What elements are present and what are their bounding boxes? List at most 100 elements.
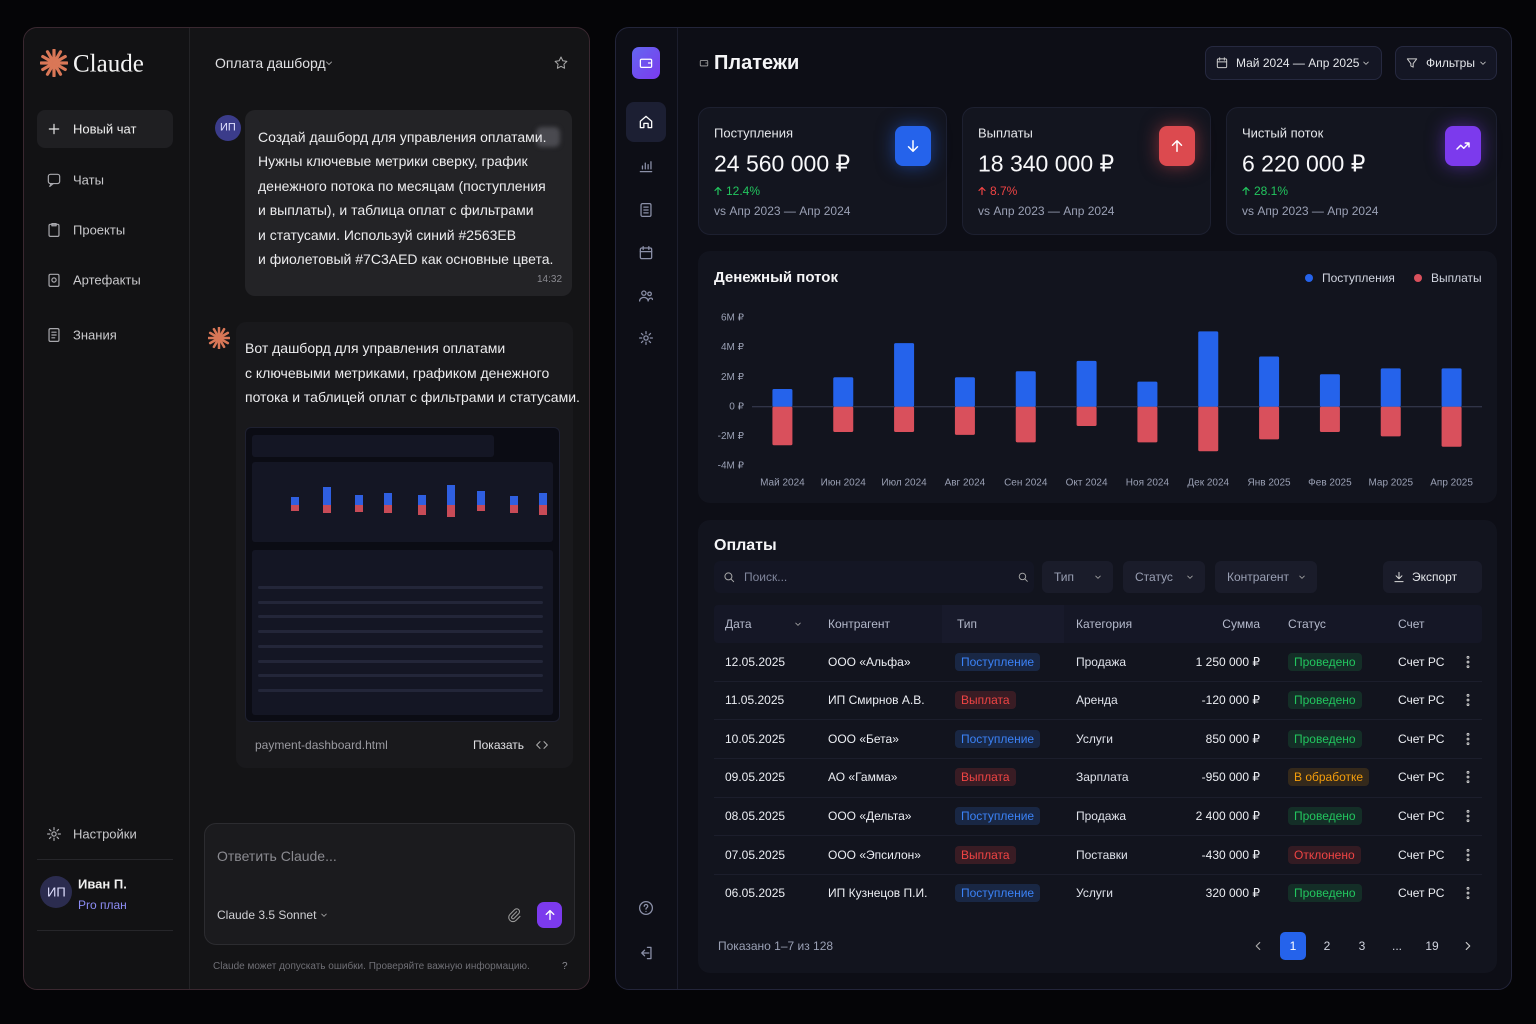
page-number[interactable]: 19 [1425,939,1439,953]
icon-dots[interactable] [1460,769,1476,785]
bar [1441,368,1462,407]
icon-part [1466,771,1470,784]
kpi-period: vs Апр 2023 — Апр 2024 [1242,204,1379,218]
page-active[interactable] [1280,932,1306,960]
preview-bar [291,505,299,511]
icon-dots[interactable] [1460,885,1476,901]
icon-part [1466,857,1470,861]
bar [954,377,975,407]
nav-active[interactable] [626,102,666,142]
icon-part [1299,575,1305,579]
status-badge: Проведено [1288,691,1362,710]
page-number[interactable]: 2 [1323,939,1331,953]
icon-part [321,913,327,917]
icon-part [48,123,60,135]
nav-item[interactable]: Чаты [73,172,104,188]
artifact-open[interactable]: Показать [473,738,525,752]
cell-date: 12.05.2025 [725,654,786,669]
filters-button[interactable] [1395,46,1497,80]
nav-item[interactable]: Артефакты [73,272,141,288]
icon-dots[interactable] [1460,692,1476,708]
column-header[interactable]: Контрагент [828,617,891,631]
x-tick-label: Ноя 2024 [1126,478,1170,489]
icon-part [1466,819,1470,822]
icon-dots[interactable] [1460,808,1476,824]
icon-part [326,61,332,65]
preview-bar [384,505,392,513]
kpi-icon [1445,126,1481,166]
export-button[interactable] [1383,561,1482,593]
status-badge: Проведено [1288,729,1362,748]
column-header[interactable]: Дата [725,617,752,631]
type-badge: Поступление [955,652,1041,671]
page-number[interactable]: 3 [1358,939,1366,953]
chat-title[interactable]: Оплата дашборд [215,55,326,71]
search-input[interactable] [714,561,1034,593]
column-header[interactable]: Счет [1398,617,1425,631]
preview-block [329,435,417,457]
page-number[interactable]: 1 [1289,939,1297,953]
icon-part [47,173,61,185]
column-header[interactable]: Статус [1288,617,1326,631]
icon-part [1466,809,1470,813]
cell-amount: 320 000 ₽ [1205,886,1260,901]
cell-amount: -430 000 ₽ [1201,847,1260,862]
preview-bar [384,493,392,505]
kpi-value: 6 220 000 ₽ [1242,150,1366,177]
icon-part [907,140,919,152]
icon-part [639,161,653,173]
icon-part [1466,809,1470,822]
icon-part [47,827,61,841]
model-select[interactable]: Claude 3.5 Sonnet [217,908,317,922]
page-number[interactable]: ... [1391,939,1403,953]
claude-avatar [207,326,231,350]
icon-dots[interactable] [1460,847,1476,863]
icon-dots[interactable] [1460,654,1476,670]
icon-home [638,114,655,131]
icon-part [554,56,568,69]
nav-item[interactable]: Проекты [73,222,126,238]
icon-part [643,206,649,214]
reply-input[interactable] [204,823,575,945]
type-badge: Выплата [955,845,1016,864]
date-range-button[interactable] [1205,46,1382,80]
icon-part [52,54,67,65]
icon-part [724,572,735,583]
preview-row [258,644,543,648]
icon-part [641,946,652,960]
icon-right [1461,939,1475,953]
cell-account: Счет РС [1398,693,1445,708]
icon-part [1466,703,1470,707]
icon-dots[interactable] [1460,731,1476,747]
cell-amount: -120 000 ₽ [1201,693,1260,708]
bar [1198,331,1219,407]
icon-part [714,186,722,196]
filter-select[interactable] [1215,561,1317,593]
icon-star [553,55,569,71]
x-tick-label: Янв 2025 [1248,478,1292,489]
icon-part [639,115,653,129]
column-header[interactable]: Категория [1076,617,1133,631]
type-badge: Поступление [955,884,1041,903]
icon-part [508,908,521,923]
column-header[interactable]: Сумма [1222,617,1260,631]
column-header[interactable]: Тип [957,617,978,631]
settings[interactable]: Настройки [73,826,137,842]
icon-part [51,831,57,837]
bar [1015,371,1036,407]
preview-bar [510,496,518,505]
icon-part [1466,780,1470,784]
preview-bar [447,485,455,505]
bar [894,343,915,407]
new-chat-label: Новый чат [73,121,137,137]
icon-search [1017,571,1030,584]
help[interactable]: ? [562,961,568,972]
nav-item[interactable]: Знания [73,327,117,343]
filter-select[interactable] [1042,561,1113,593]
preview-bar [355,495,363,505]
chart-title: Денежный поток [714,269,838,286]
new-chat-button[interactable] [37,110,173,148]
icon-part [638,330,654,346]
icon-part [699,60,709,67]
